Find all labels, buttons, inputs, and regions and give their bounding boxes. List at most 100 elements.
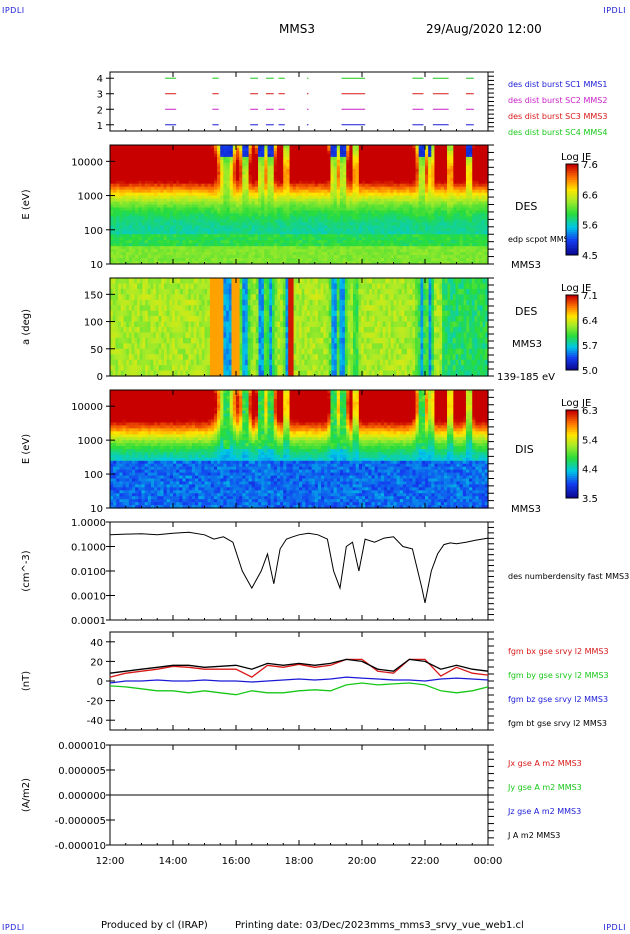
heatmap-cell	[368, 162, 373, 167]
heatmap-cell	[223, 234, 228, 238]
heatmap-cell	[245, 192, 250, 197]
heatmap-cell	[135, 145, 139, 149]
heatmap-cell	[232, 174, 237, 179]
heatmap-cell	[450, 171, 454, 176]
heatmap-cell	[358, 222, 363, 226]
heatmap-cell	[447, 171, 451, 176]
heatmap-cell	[484, 189, 489, 194]
heatmap-cell	[330, 225, 335, 229]
heatmap-cell	[399, 156, 404, 161]
heatmap-cell	[311, 243, 316, 247]
heatmap-cell	[128, 145, 133, 149]
heatmap-cell	[248, 165, 253, 170]
heatmap-cell	[179, 213, 184, 217]
heatmap-cell	[409, 180, 413, 185]
heatmap-cell	[384, 252, 388, 256]
heatmap-cell	[368, 147, 373, 152]
heatmap-cell	[286, 216, 291, 220]
heatmap-cell	[226, 180, 231, 185]
heatmap-cell	[425, 216, 429, 220]
heatmap-cell	[204, 225, 209, 229]
heatmap-cell	[377, 186, 382, 191]
heatmap-cell	[475, 207, 480, 212]
heatmap-cell	[324, 237, 328, 241]
heatmap-cell	[343, 195, 347, 200]
heatmap-cell	[393, 228, 398, 232]
heatmap-cell	[188, 219, 193, 223]
heatmap-cell	[198, 189, 202, 194]
heatmap-cell	[421, 216, 426, 220]
heatmap-cell	[207, 201, 212, 206]
heatmap-cell	[286, 219, 291, 223]
heatmap-cell	[226, 204, 231, 209]
heatmap-cell	[330, 207, 335, 212]
heatmap-cell	[166, 186, 171, 191]
heatmap-cell	[415, 243, 420, 247]
heatmap-cell	[478, 177, 483, 182]
heatmap-cell	[352, 201, 357, 206]
heatmap-cell	[336, 258, 341, 262]
heatmap-cell	[317, 219, 322, 223]
heatmap-cell	[132, 234, 136, 238]
heatmap-cell	[283, 249, 287, 253]
heatmap-cell	[210, 204, 215, 209]
heatmap-cell	[223, 150, 228, 155]
heatmap-cell	[138, 153, 143, 158]
heatmap-cell	[330, 243, 335, 247]
heatmap-cell	[236, 195, 240, 200]
heatmap-cell	[393, 162, 398, 167]
heatmap-cell	[311, 201, 316, 206]
heatmap-cell	[402, 153, 407, 158]
heatmap-cell	[418, 159, 423, 164]
heatmap-cell	[384, 153, 388, 158]
heatmap-cell	[169, 165, 174, 170]
heatmap-cell	[321, 168, 325, 173]
heatmap-cell	[387, 219, 391, 223]
heatmap-cell	[144, 165, 149, 170]
heatmap-cell	[336, 192, 341, 197]
heatmap-cell	[251, 165, 256, 170]
heatmap-cell	[248, 171, 253, 176]
heatmap-cell	[390, 210, 395, 215]
heatmap-cell	[308, 159, 313, 164]
heatmap-cell	[113, 195, 117, 200]
heatmap-cell	[314, 171, 319, 176]
heatmap-cell	[481, 252, 486, 256]
heatmap-cell	[166, 249, 171, 253]
heatmap-cell	[418, 207, 423, 212]
heatmap-cell	[147, 243, 152, 247]
heatmap-cell	[110, 150, 114, 155]
heatmap-cell	[236, 222, 240, 226]
heatmap-cell	[374, 159, 379, 164]
heatmap-cell	[264, 147, 269, 152]
heatmap-cell	[270, 234, 275, 238]
heatmap-cell	[387, 210, 391, 215]
heatmap-cell	[264, 240, 269, 244]
heatmap-cell	[390, 231, 395, 235]
heatmap-cell	[141, 159, 146, 164]
heatmap-cell	[188, 159, 193, 164]
heatmap-cell	[166, 204, 171, 209]
heatmap-cell	[223, 162, 228, 167]
heatmap-cell	[339, 174, 344, 179]
heatmap-cell	[380, 243, 385, 247]
heatmap-cell	[220, 195, 224, 200]
heatmap-cell	[396, 189, 401, 194]
heatmap-cell	[191, 192, 196, 197]
heatmap-cell	[223, 255, 228, 259]
heatmap-cell	[393, 225, 398, 229]
heatmap-cell	[371, 225, 376, 229]
heatmap-cell	[125, 180, 130, 185]
heatmap-cell	[374, 180, 379, 185]
heatmap-cell	[223, 171, 228, 176]
heatmap-cell	[264, 204, 269, 209]
heatmap-cell	[176, 174, 180, 179]
heatmap-cell	[409, 255, 413, 259]
heatmap-cell	[254, 225, 259, 229]
heatmap-cell	[289, 216, 294, 220]
heatmap-cell	[409, 162, 413, 167]
heatmap-cell	[428, 150, 432, 155]
heatmap-cell	[289, 195, 294, 200]
heatmap-cell	[365, 231, 369, 235]
heatmap-cell	[179, 243, 184, 247]
